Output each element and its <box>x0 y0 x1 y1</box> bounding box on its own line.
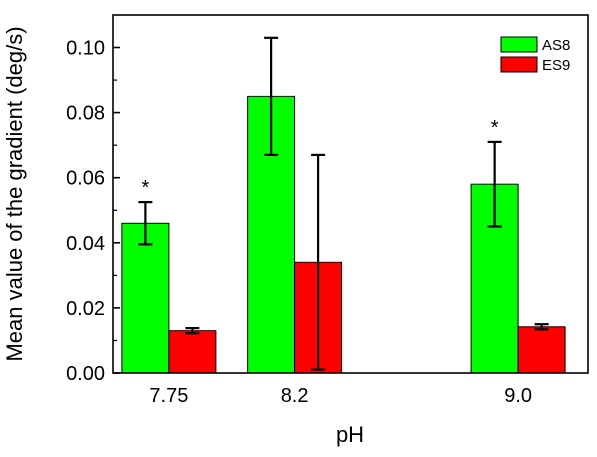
y-axis-title: Mean value of the gradient (deg/s) <box>2 26 27 361</box>
error-bar-as8-9_0 <box>487 140 502 228</box>
error-bar-as8-7_75 <box>138 201 153 246</box>
significance-mark: * <box>142 177 150 199</box>
error-bar-es9-8_2 <box>311 153 326 371</box>
y-tick-label: 0.10 <box>66 38 105 60</box>
y-tick-label: 0.00 <box>66 363 105 385</box>
plot-frame <box>112 14 589 374</box>
legend-swatch-es9 <box>500 56 538 73</box>
bar-es9-7_75 <box>168 330 217 374</box>
y-tick-label: 0.08 <box>66 103 105 125</box>
x-tick-label: 7.75 <box>149 385 188 407</box>
legend-label-es9: ES9 <box>542 57 570 74</box>
x-tick-label: 8.2 <box>281 385 309 407</box>
legend-label-as8: AS8 <box>542 37 570 54</box>
error-bar-es9-9_0 <box>534 323 549 331</box>
y-tick-label: 0.02 <box>66 298 105 320</box>
plot-area: ** <box>121 36 566 374</box>
y-tick-label: 0.04 <box>66 233 105 255</box>
legend-swatch-as8 <box>500 36 538 53</box>
significance-mark: * <box>491 117 499 139</box>
x-axis-title: pH <box>336 422 364 447</box>
y-tick-label: 0.06 <box>66 168 105 190</box>
bar-as8-7_75 <box>121 222 170 374</box>
error-bar-as8-8_2 <box>264 36 279 156</box>
bar-es9-9_0 <box>517 326 566 374</box>
error-bar-es9-7_75 <box>185 327 200 335</box>
x-tick-label: 9.0 <box>504 385 532 407</box>
axes: 0.00 0.02 0.04 0.06 0.08 0.10 7.75 8.2 9.0 <box>66 38 532 408</box>
